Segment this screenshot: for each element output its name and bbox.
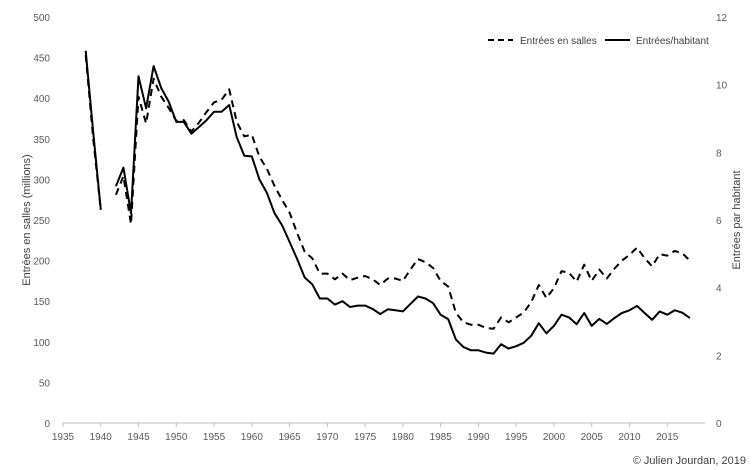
x-tick-label: 1995 (505, 432, 528, 443)
y2-tick-label: 0 (716, 419, 722, 430)
y2-tick-label: 2 (716, 351, 722, 362)
y-tick-label: 300 (33, 175, 50, 186)
right-y-axis-title: Entrées par habitant (731, 170, 743, 269)
y2-tick-label: 8 (716, 148, 722, 159)
x-tick-label: 1950 (165, 432, 188, 443)
legend: Entrées en salles Entrées/habitant (488, 36, 709, 47)
x-tick-label: 1965 (278, 432, 301, 443)
series-line-entrees-en-salles-segment-2 (114, 77, 691, 330)
y-tick-label: 200 (33, 257, 50, 268)
series-line-entrees-par-habitant-segment-1 (84, 50, 102, 210)
x-tick-label: 2015 (656, 432, 679, 443)
y2-tick-label: 4 (716, 284, 722, 295)
y-tick-label: 100 (33, 338, 50, 349)
copyright-credit: © Julien Jourdan, 2019 (632, 455, 746, 467)
left-y-axis-title: Entrées en salles (millions) (21, 154, 33, 285)
y-tick-label: 0 (44, 419, 50, 430)
y2-tick-label: 12 (716, 13, 728, 24)
x-tick-label: 1940 (90, 432, 113, 443)
y2-tick-label: 6 (716, 216, 722, 227)
y-tick-label: 50 (39, 378, 51, 389)
x-tick-label: 1975 (354, 432, 377, 443)
left-y-axis-ticks: 0 50 100 150 200 250 300 350 400 450 500 (33, 13, 50, 430)
y-tick-label: 350 (33, 135, 50, 146)
x-tick-label: 1970 (316, 432, 339, 443)
x-tick-label: 1935 (52, 432, 75, 443)
x-tick-label: 1960 (241, 432, 264, 443)
legend-label-entrees-par-habitant: Entrées/habitant (636, 36, 709, 47)
x-tick-label: 1985 (430, 432, 453, 443)
y-tick-label: 400 (33, 94, 50, 105)
y2-tick-label: 10 (716, 81, 728, 92)
x-tick-label: 1980 (392, 432, 415, 443)
y-tick-label: 250 (33, 216, 50, 227)
series-line-entrees-par-habitant-segment-2 (114, 65, 691, 355)
series-lines (84, 50, 691, 355)
y-tick-label: 500 (33, 13, 50, 24)
legend-label-entrees-en-salles: Entrées en salles (520, 36, 597, 47)
x-tick-label: 1955 (203, 432, 226, 443)
x-tick-label: 1990 (467, 432, 490, 443)
x-tick-label: 2000 (543, 432, 566, 443)
x-axis-ticks: 1935 1940 1945 1950 1955 1960 1965 1970 1975 1980… (52, 423, 679, 443)
right-y-axis-ticks: 0 2 4 6 8 10 12 (716, 13, 728, 430)
x-tick-label: 1945 (127, 432, 150, 443)
y-tick-label: 150 (33, 297, 50, 308)
x-tick-label: 2010 (618, 432, 641, 443)
y-tick-label: 450 (33, 54, 50, 65)
x-tick-label: 2005 (581, 432, 604, 443)
